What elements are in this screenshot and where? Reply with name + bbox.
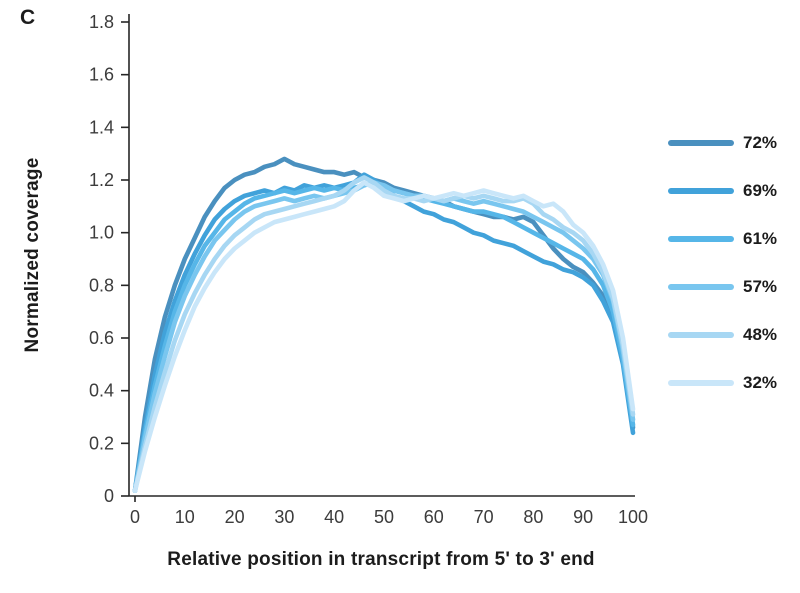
legend-item: 48% [668,311,798,359]
y-tick-label: 1.2 [89,170,114,190]
legend: 72% 69% 61% 57% 48% 32% [668,119,798,407]
legend-item: 69% [668,167,798,215]
legend-item: 57% [668,263,798,311]
y-tick-label: 0.2 [89,433,114,453]
x-tick-label: 10 [175,507,195,527]
series-line-57% [132,180,636,494]
legend-item: 72% [668,119,798,167]
y-tick-label: 1.6 [89,65,114,85]
x-tick-label: 70 [474,507,494,527]
x-axis-title: Relative position in transcript from 5' … [167,549,595,570]
legend-label: 72% [743,133,778,152]
y-tick-label: 1.0 [89,223,114,243]
y-tick-label: 0.8 [89,275,114,295]
legend-line-swatch [668,332,734,338]
legend-label: 69% [743,181,778,200]
x-tick-label: 0 [130,507,140,527]
x-tick-label: 100 [618,507,648,527]
y-tick-label: 1.4 [89,117,114,137]
series-line-32% [132,180,636,494]
x-tick-label: 40 [324,507,344,527]
legend-label: 32% [743,373,778,392]
legend-label: 48% [743,325,778,344]
x-tick-label: 50 [374,507,394,527]
panel-label: C [20,6,36,29]
y-tick-label: 1.8 [89,12,114,32]
legend-line-swatch [668,284,734,290]
y-tick-label: 0.6 [89,328,114,348]
legend-label: 57% [743,277,778,296]
x-tick-label: 20 [225,507,245,527]
legend-item: 32% [668,359,798,407]
legend-line-swatch [668,236,734,242]
legend-line-swatch [668,188,734,194]
x-tick-label: 30 [274,507,294,527]
legend-label: 61% [743,229,778,248]
x-tick-label: 90 [573,507,593,527]
x-tick-label: 80 [523,507,543,527]
series-line-48% [132,175,636,494]
x-tick-label: 60 [424,507,444,527]
series-line-72% [132,156,636,494]
legend-item: 61% [668,215,798,263]
legend-line-swatch [668,380,734,386]
y-tick-label: 0.4 [89,381,114,401]
y-tick-label: 0 [104,486,114,506]
legend-line-swatch [668,140,734,146]
